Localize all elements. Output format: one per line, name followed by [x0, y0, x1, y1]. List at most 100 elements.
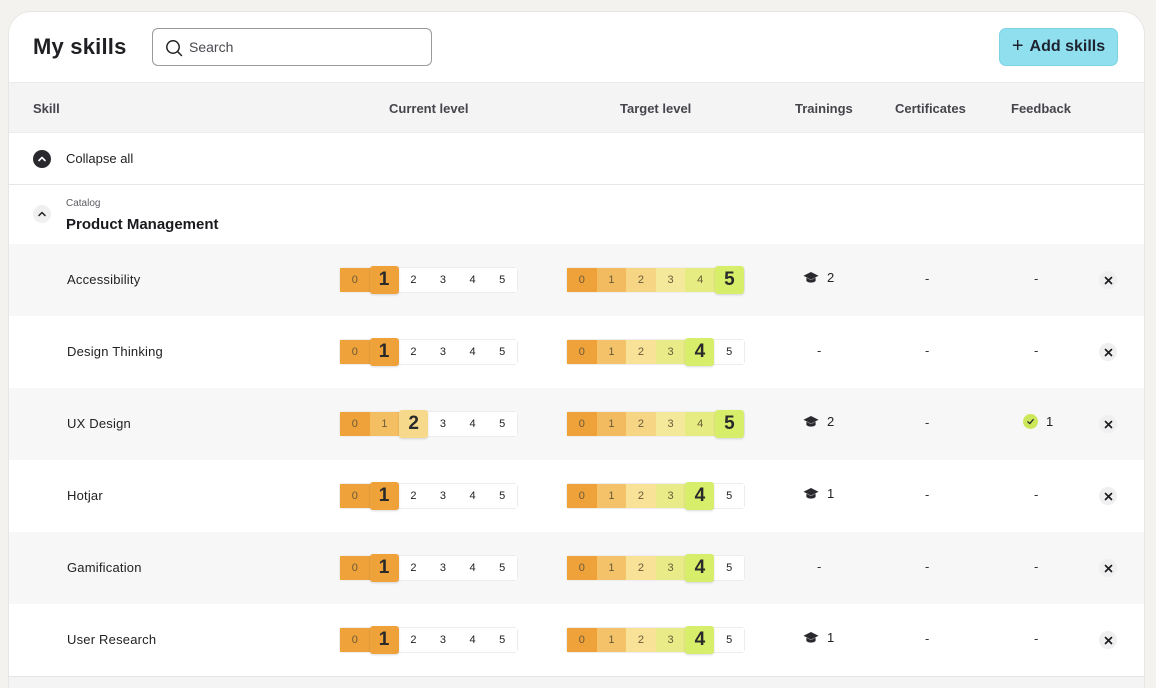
table-row[interactable]: Gamification 0 1 2 3 4 5 0 1 2 3 4 5- - - — [9, 532, 1144, 604]
target-level-cell-2[interactable]: 2 — [626, 412, 656, 436]
target-level-cell-3[interactable]: 3 — [655, 556, 686, 580]
current-level-cell-2[interactable]: 2 — [398, 628, 429, 652]
search-box[interactable] — [152, 28, 432, 66]
current-level-cell-5[interactable]: 5 — [487, 412, 517, 436]
target-level-selected[interactable]: 4 — [685, 338, 715, 366]
current-level-cell-3[interactable]: 3 — [428, 556, 458, 580]
current-level-cell-5[interactable]: 5 — [487, 628, 517, 652]
current-level-cell-3[interactable]: 3 — [428, 268, 458, 292]
target-level-cell-3[interactable]: 3 — [655, 412, 686, 436]
current-level-cell-3[interactable]: 3 — [428, 628, 458, 652]
target-level-cell-0[interactable]: 0 — [567, 268, 597, 292]
current-level-cell-2[interactable]: 2 — [398, 268, 429, 292]
target-level-cell-0[interactable]: 0 — [567, 412, 597, 436]
target-level-cell-1[interactable]: 1 — [596, 340, 627, 364]
target-level-cell-2[interactable]: 2 — [626, 268, 656, 292]
current-level-cell-3[interactable]: 3 — [428, 412, 458, 436]
target-level-cell-2[interactable]: 2 — [626, 628, 656, 652]
current-level-cell-4[interactable]: 4 — [457, 556, 488, 580]
current-level-cell-0[interactable]: 0 — [340, 412, 370, 436]
current-level-cell-4[interactable]: 4 — [457, 268, 488, 292]
current-level-cell-3[interactable]: 3 — [428, 484, 458, 508]
collapse-all-label[interactable]: Collapse all — [66, 151, 134, 166]
target-level-cell-1[interactable]: 1 — [596, 412, 627, 436]
current-level-cell-0[interactable]: 0 — [340, 556, 370, 580]
current-level-cell-5[interactable]: 5 — [487, 484, 517, 508]
target-level-cell-2[interactable]: 2 — [626, 556, 656, 580]
current-level-cell-4[interactable]: 4 — [457, 628, 488, 652]
group-toggle-button[interactable] — [33, 205, 51, 223]
current-level-cell-5[interactable]: 5 — [487, 268, 517, 292]
current-level-selected[interactable]: 1 — [369, 482, 399, 510]
table-row[interactable]: User Research 0 1 2 3 4 5 0 1 2 3 4 5 1- - — [9, 604, 1144, 676]
target-level-cell-0[interactable]: 0 — [567, 628, 597, 652]
target-level-cell-1[interactable]: 1 — [596, 556, 627, 580]
target-level-selected[interactable]: 5 — [714, 410, 744, 438]
search-input[interactable] — [189, 37, 419, 57]
current-level-cell-0[interactable]: 0 — [340, 268, 370, 292]
target-level-cell-1[interactable]: 1 — [596, 268, 627, 292]
current-level-selected[interactable]: 1 — [369, 266, 399, 294]
target-level-selected[interactable]: 4 — [685, 482, 715, 510]
target-level-cell-0[interactable]: 0 — [567, 484, 597, 508]
add-skills-button[interactable]: + Add skills — [999, 28, 1118, 66]
target-level-cell-5[interactable]: 5 — [714, 556, 744, 580]
target-level-cell-0[interactable]: 0 — [567, 556, 597, 580]
target-level-selected[interactable]: 4 — [685, 626, 715, 654]
current-level-cell-3[interactable]: 3 — [428, 340, 458, 364]
current-level-cell-0[interactable]: 0 — [340, 628, 370, 652]
remove-skill-button[interactable] — [1099, 487, 1117, 505]
target-level-cell-3[interactable]: 3 — [655, 484, 686, 508]
current-level-cell-0[interactable]: 0 — [340, 340, 370, 364]
target-level-cell-3[interactable]: 3 — [655, 628, 686, 652]
current-level-selected[interactable]: 1 — [369, 626, 399, 654]
target-level-cell-2[interactable]: 2 — [626, 484, 656, 508]
remove-skill-button[interactable] — [1099, 415, 1117, 433]
current-level-cell-2[interactable]: 2 — [398, 340, 429, 364]
target-level-cell-5[interactable]: 5 — [714, 628, 744, 652]
current-level-cell-1[interactable]: 1 — [369, 412, 400, 436]
current-level-cell-0[interactable]: 0 — [340, 484, 370, 508]
current-level-cell-4[interactable]: 4 — [457, 412, 488, 436]
target-level-cell-5[interactable]: 5 — [714, 484, 744, 508]
current-level-cell-4[interactable]: 4 — [457, 340, 488, 364]
remove-skill-button[interactable] — [1099, 631, 1117, 649]
table-row[interactable]: UX Design 0 1 2 3 4 5 0 1 2 3 4 5 2-1 — [9, 388, 1144, 460]
target-level-cell-0[interactable]: 0 — [567, 340, 597, 364]
target-level-cell-4[interactable]: 4 — [685, 412, 715, 436]
target-level-cell-1[interactable]: 1 — [596, 484, 627, 508]
table-row[interactable]: Design Thinking 0 1 2 3 4 5 0 1 2 3 4 5- - - — [9, 316, 1144, 388]
current-level-cell-4[interactable]: 4 — [457, 484, 488, 508]
current-level-selected[interactable]: 1 — [369, 338, 399, 366]
target-level-cell-3[interactable]: 3 — [655, 268, 686, 292]
current-level-selected[interactable]: 2 — [399, 410, 429, 438]
current-level-cell-5[interactable]: 5 — [487, 556, 517, 580]
target-level-cell-1[interactable]: 1 — [596, 628, 627, 652]
current-level-cell-2[interactable]: 2 — [398, 484, 429, 508]
current-level-cell-2[interactable]: 2 — [398, 556, 429, 580]
target-level-selected[interactable]: 4 — [685, 554, 715, 582]
target-level-cell-2[interactable]: 2 — [626, 340, 656, 364]
collapse-all-button[interactable] — [33, 150, 51, 168]
target-level-cell-4[interactable]: 4 — [685, 268, 715, 292]
target-level-selected[interactable]: 5 — [714, 266, 744, 294]
target-level-cell-5[interactable]: 5 — [714, 340, 744, 364]
table-row[interactable]: Accessibility 0 1 2 3 4 5 0 1 2 3 4 5 2- - — [9, 244, 1144, 316]
table-row[interactable]: Hotjar 0 1 2 3 4 5 0 1 2 3 4 5 1- - — [9, 460, 1144, 532]
target-level-cell-3[interactable]: 3 — [655, 340, 686, 364]
remove-skill-button[interactable] — [1099, 559, 1117, 577]
current-level-selected[interactable]: 1 — [369, 554, 399, 582]
remove-skill-button[interactable] — [1099, 343, 1117, 361]
